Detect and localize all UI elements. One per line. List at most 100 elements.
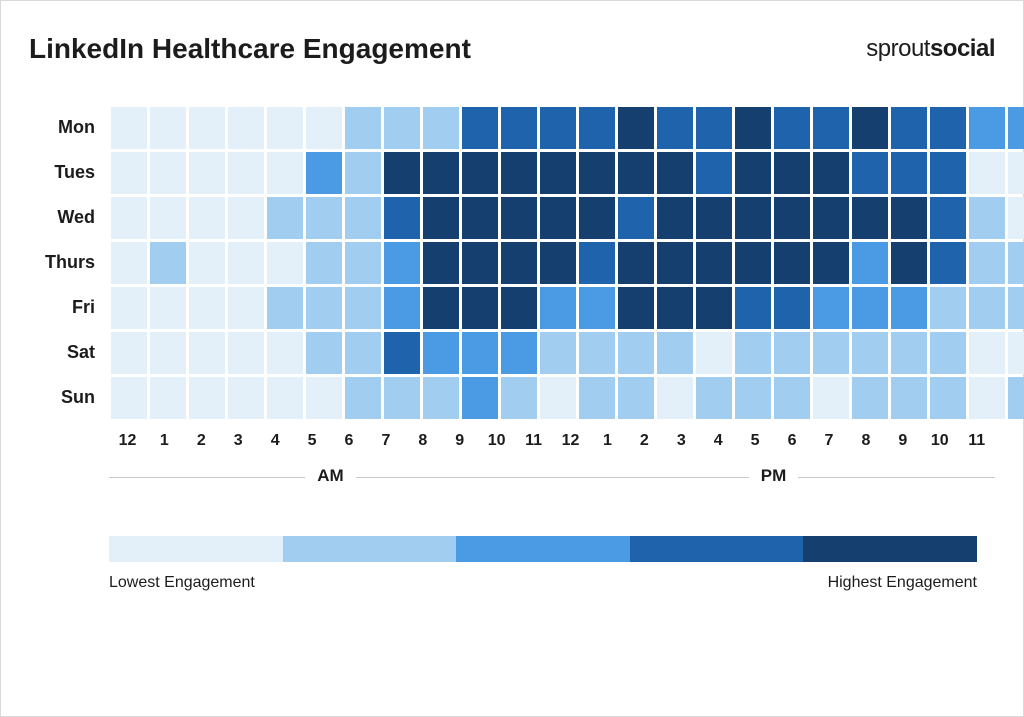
heatmap-cell [969, 332, 1005, 374]
day-labels: MonTuesWedThursFriSatSun [29, 105, 109, 420]
heatmap-cell [462, 332, 498, 374]
heatmap-cell [813, 287, 849, 329]
brand-suffix: social [930, 35, 995, 62]
hour-label: 10 [921, 432, 958, 450]
heatmap-cell [267, 197, 303, 239]
heatmap-cell [579, 242, 615, 284]
heatmap-cell [189, 197, 225, 239]
pm-label: PM [749, 466, 799, 486]
heatmap-cell [111, 332, 147, 374]
hour-label: 4 [257, 432, 294, 450]
heatmap-cell [1008, 332, 1024, 374]
heatmap-cell [501, 197, 537, 239]
legend: Lowest Engagement Highest Engagement [109, 536, 995, 592]
heatmap-cell [579, 377, 615, 419]
heatmap-cell [696, 107, 732, 149]
heatmap-cell [774, 107, 810, 149]
heatmap-cell [579, 152, 615, 194]
heatmap-cell [228, 152, 264, 194]
heatmap-cell [735, 377, 771, 419]
heatmap-cell [345, 197, 381, 239]
heatmap-cell [462, 197, 498, 239]
heatmap-cell [501, 107, 537, 149]
heatmap-cell [891, 152, 927, 194]
hour-label: 5 [294, 432, 331, 450]
heatmap-cell [774, 197, 810, 239]
heatmap-cell [1008, 287, 1024, 329]
ampm-row: AM PM [109, 466, 995, 494]
heatmap-cell [345, 152, 381, 194]
heatmap-cell [657, 197, 693, 239]
heatmap-cell [306, 152, 342, 194]
heatmap-cell [228, 377, 264, 419]
heatmap-cell [1008, 107, 1024, 149]
heatmap-cell [423, 242, 459, 284]
brand-logo: sproutsocial [866, 35, 995, 63]
heatmap-cell [150, 332, 186, 374]
heatmap-cell [579, 197, 615, 239]
heatmap-cell [969, 242, 1005, 284]
heatmap-cell [891, 197, 927, 239]
heatmap-cell [150, 242, 186, 284]
heatmap-cell [267, 332, 303, 374]
heatmap-cell [540, 332, 576, 374]
heatmap-cell [150, 107, 186, 149]
heatmap-cell [384, 152, 420, 194]
heatmap-cell [813, 107, 849, 149]
heatmap-cell [228, 332, 264, 374]
heatmap-cell [735, 287, 771, 329]
heatmap-cell [501, 377, 537, 419]
hour-label: 7 [367, 432, 404, 450]
heatmap-cell [111, 107, 147, 149]
heatmap-cell [111, 377, 147, 419]
heatmap-cell [267, 287, 303, 329]
heatmap-row [109, 285, 1024, 330]
hour-label: 2 [626, 432, 663, 450]
heatmap-cell [111, 242, 147, 284]
heatmap-cell [189, 107, 225, 149]
heatmap-cell [462, 377, 498, 419]
heatmap-cell [462, 242, 498, 284]
heatmap-cell [150, 377, 186, 419]
heatmap-cell [852, 152, 888, 194]
heatmap-cell [501, 332, 537, 374]
heatmap-cell [345, 287, 381, 329]
heatmap-cell [189, 242, 225, 284]
heatmap-cell [384, 242, 420, 284]
day-label: Wed [29, 195, 109, 240]
heatmap-row [109, 375, 1024, 420]
hour-label: 1 [589, 432, 626, 450]
heatmap-row [109, 150, 1024, 195]
hour-label: 9 [441, 432, 478, 450]
heatmap-cell [696, 152, 732, 194]
pm-line-right [795, 477, 995, 478]
day-label: Thurs [29, 240, 109, 285]
heatmap-cell [735, 152, 771, 194]
heatmap-cell [852, 377, 888, 419]
day-label: Mon [29, 105, 109, 150]
hour-label: 10 [478, 432, 515, 450]
heatmap-cell [813, 377, 849, 419]
heatmap-cell [462, 152, 498, 194]
heatmap-cell [423, 107, 459, 149]
hour-label: 1 [146, 432, 183, 450]
legend-segment [630, 536, 804, 562]
brand-prefix: sprout [866, 35, 930, 62]
heatmap-cell [501, 287, 537, 329]
heatmap-cell [813, 152, 849, 194]
hour-label: 2 [183, 432, 220, 450]
heatmap-cell [774, 377, 810, 419]
heatmap-cell [735, 242, 771, 284]
heatmap-cell [540, 287, 576, 329]
heatmap-cell [423, 332, 459, 374]
heatmap-cell [930, 152, 966, 194]
heatmap-cell [345, 242, 381, 284]
heatmap-cell [423, 197, 459, 239]
heatmap-cell [306, 107, 342, 149]
heatmap-cell [696, 287, 732, 329]
am-group: AM [109, 466, 552, 494]
heatmap-cell [891, 242, 927, 284]
hour-label: 8 [847, 432, 884, 450]
heatmap-cell [1008, 242, 1024, 284]
heatmap-cell [1008, 197, 1024, 239]
